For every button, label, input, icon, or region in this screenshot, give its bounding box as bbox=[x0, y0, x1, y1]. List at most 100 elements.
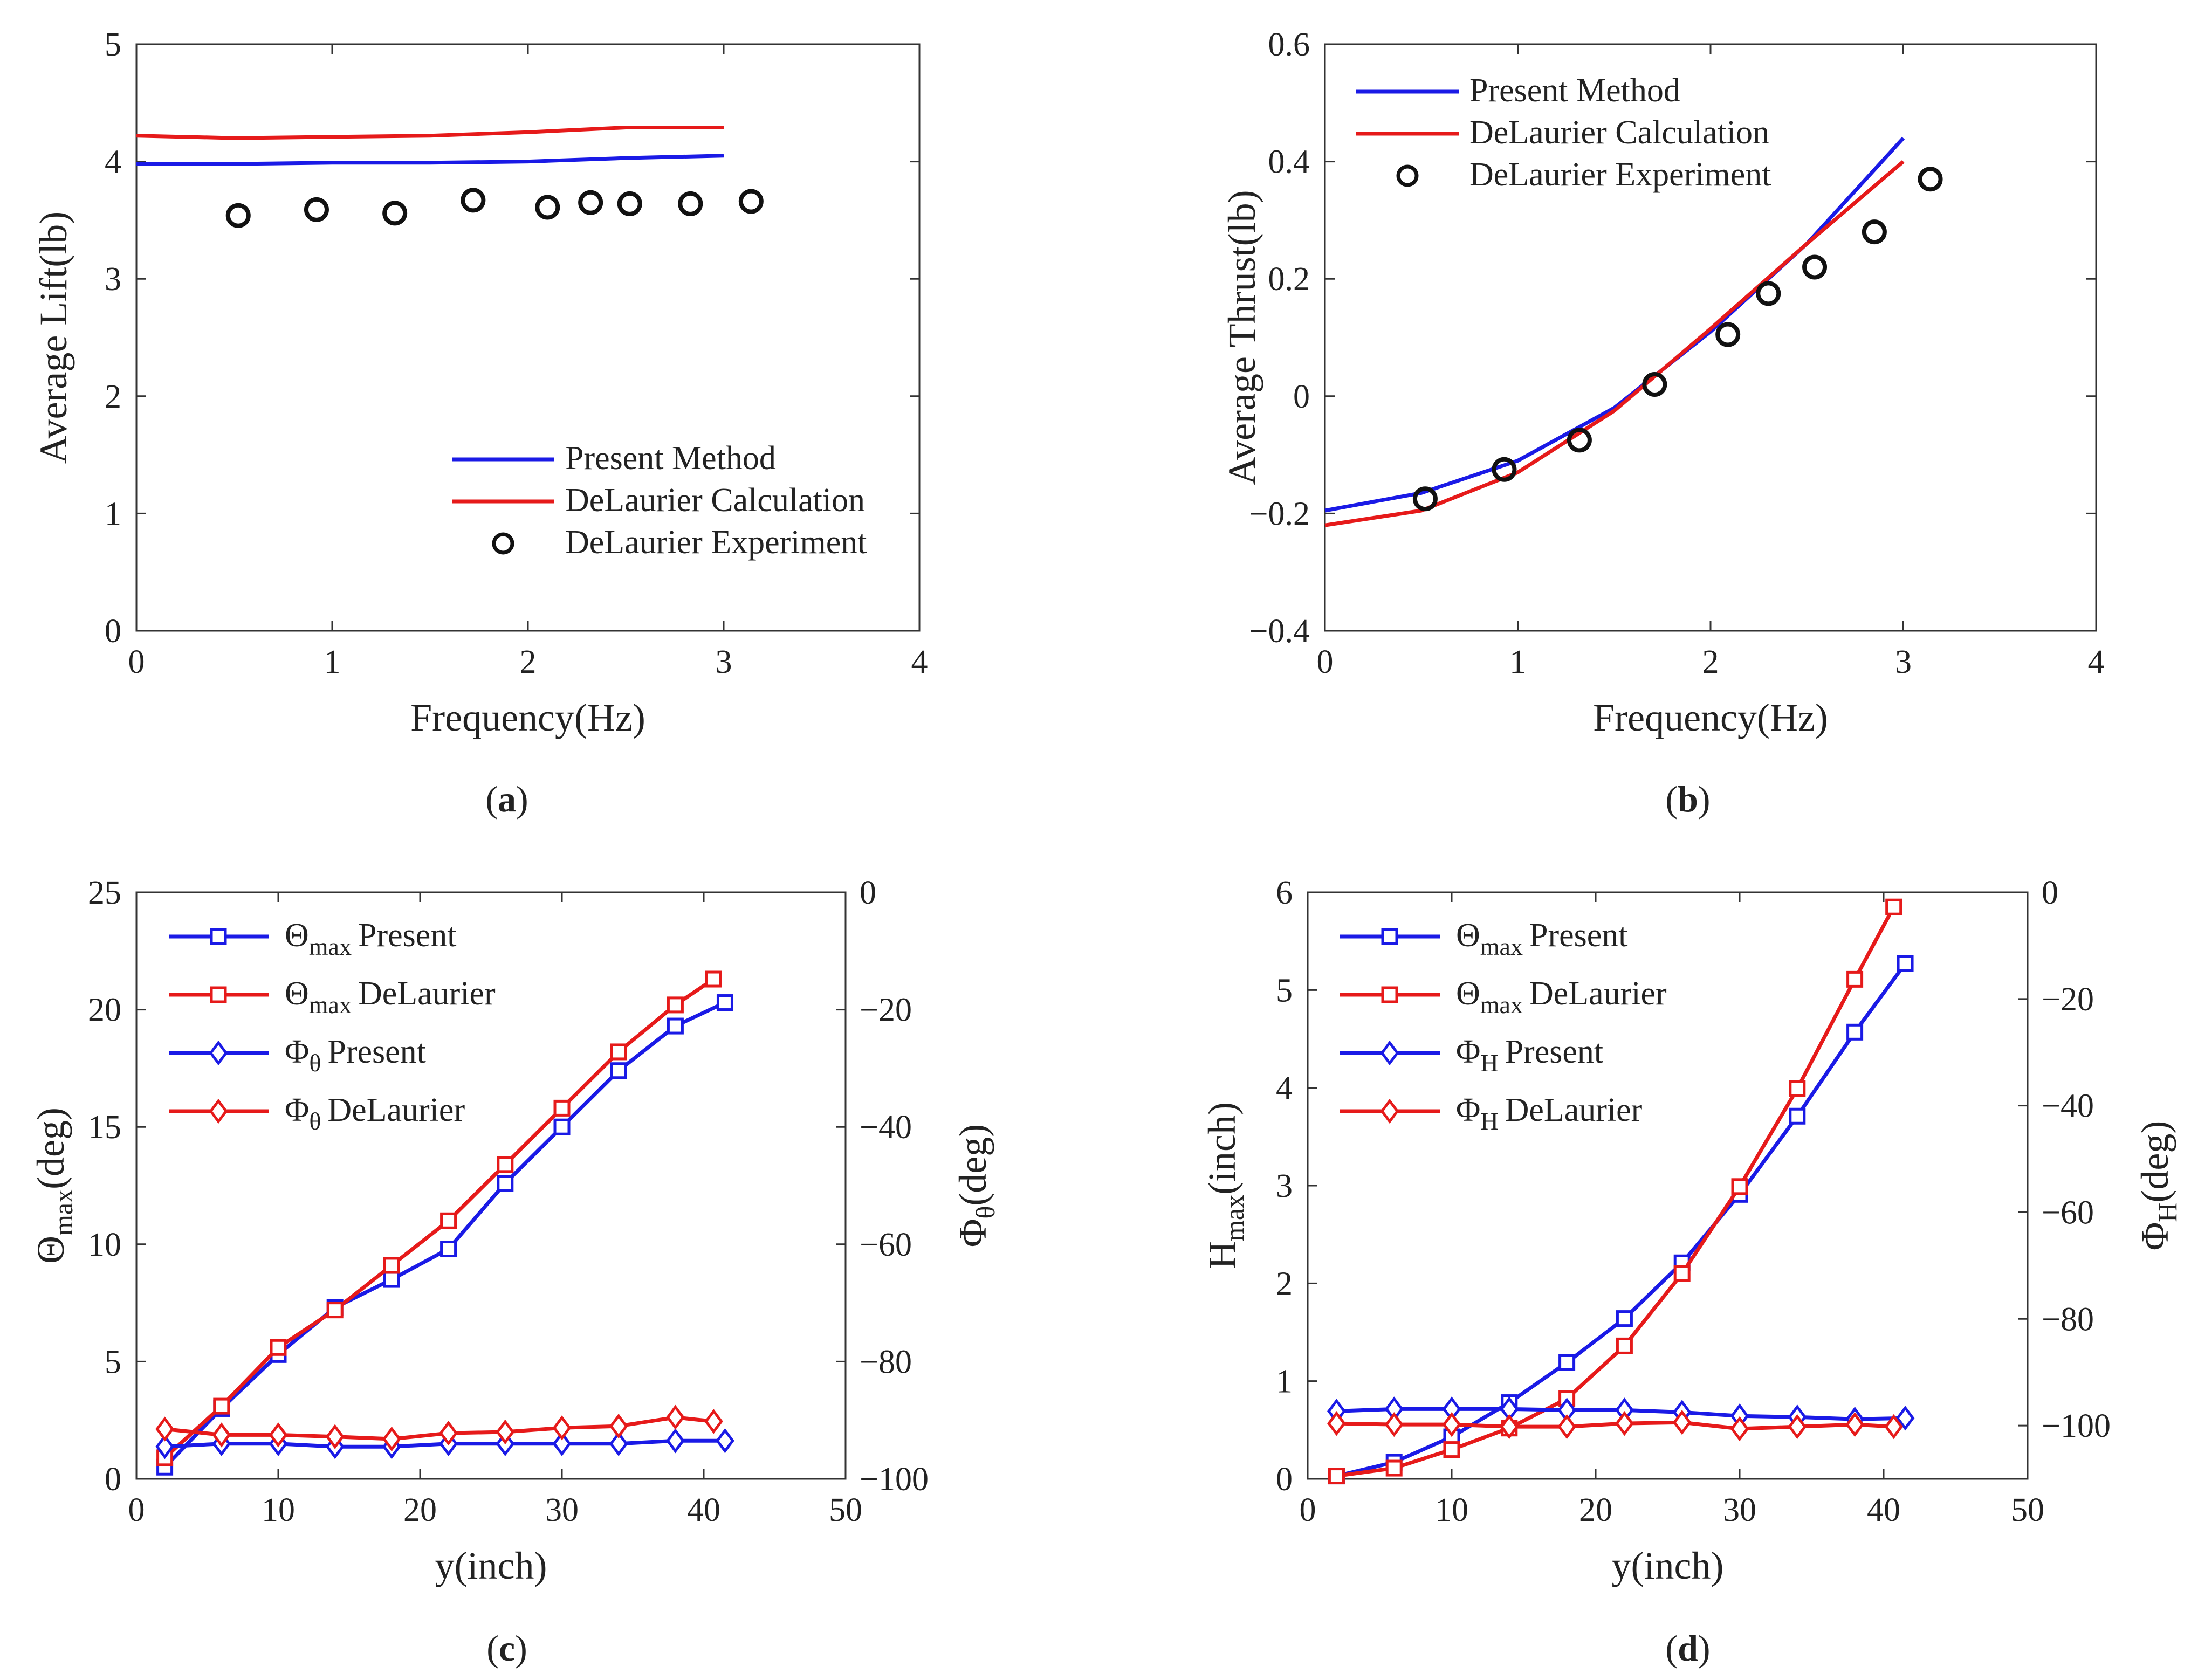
x-tick-label: 40 bbox=[1867, 1492, 1900, 1528]
data-point-square bbox=[1885, 898, 1902, 915]
x-tick-label: 10 bbox=[262, 1492, 295, 1528]
y-axis-label-right-rest: (deg) bbox=[951, 1124, 994, 1206]
y-tick-label: −0.2 bbox=[1249, 495, 1310, 532]
legend-label: DeLaurier Calculation bbox=[1469, 114, 1769, 151]
legend-sub: θ bbox=[309, 1049, 321, 1077]
y-axis-label: Average Lift(lb) bbox=[32, 211, 75, 464]
data-point-square bbox=[1443, 1441, 1460, 1458]
data-point-diamond bbox=[552, 1431, 572, 1456]
legend-sub: max bbox=[309, 991, 352, 1018]
figure-caption: (d) bbox=[1665, 1628, 1710, 1669]
y-tick-label: 20 bbox=[88, 992, 121, 1029]
legend-label: Φθ DeLaurier bbox=[285, 1092, 465, 1135]
caption-paren-open: ( bbox=[1665, 779, 1678, 820]
y-right-tick-label: 0 bbox=[2042, 875, 2058, 911]
data-point-square bbox=[1789, 1080, 1806, 1097]
data-point-diamond bbox=[609, 1413, 628, 1439]
caption-letter: a bbox=[498, 779, 516, 820]
x-tick-label: 1 bbox=[1509, 644, 1526, 680]
data-point-diamond bbox=[1730, 1416, 1749, 1442]
y-tick-label: 0 bbox=[1293, 378, 1310, 415]
data-point bbox=[1492, 457, 1517, 482]
y-tick-label: 1 bbox=[105, 495, 121, 532]
legend-sym: Θ bbox=[285, 975, 309, 1012]
legend-label: Θmax DeLaurier bbox=[285, 975, 496, 1018]
legend-text: Present bbox=[327, 1034, 426, 1070]
data-point-diamond bbox=[1500, 1414, 1519, 1440]
y-axis-label-left-sub: max bbox=[48, 1189, 78, 1236]
series-1 bbox=[136, 126, 724, 140]
legend: Present Method DeLaurier Calculation DeLau… bbox=[452, 440, 867, 561]
series-line bbox=[164, 1415, 714, 1441]
x-tick-label: 40 bbox=[687, 1492, 720, 1528]
y-tick-label: 0 bbox=[105, 613, 121, 650]
y-tick-label: 2 bbox=[1276, 1265, 1293, 1302]
data-point-square bbox=[1385, 1459, 1403, 1477]
y-axis-label-right-main: Φ bbox=[2133, 1222, 2176, 1251]
data-point bbox=[578, 190, 603, 215]
data-point-diamond bbox=[1884, 1414, 1904, 1440]
data-point bbox=[1802, 254, 1828, 280]
y-right-tick-label: −20 bbox=[2042, 981, 2094, 1018]
data-point-square bbox=[383, 1271, 400, 1288]
data-point-diamond bbox=[269, 1422, 288, 1448]
x-tick-label: 0 bbox=[128, 644, 145, 680]
legend-label: Θmax Present bbox=[285, 917, 457, 960]
legend-sub: max bbox=[1480, 933, 1523, 960]
plot-frame bbox=[1307, 891, 2029, 1480]
data-point-diamond bbox=[382, 1426, 401, 1452]
data-point-square bbox=[326, 1302, 344, 1319]
y-right-tick-label: −100 bbox=[2042, 1408, 2111, 1444]
y-right-tick-label: −80 bbox=[860, 1344, 912, 1380]
data-point-diamond bbox=[1384, 1412, 1404, 1437]
caption-paren-close: ) bbox=[1698, 1628, 1711, 1669]
y-tick-label: 5 bbox=[105, 1344, 121, 1380]
data-point-square bbox=[383, 1257, 400, 1274]
y-tick-label: 0 bbox=[1276, 1461, 1293, 1498]
y-axis-label-right: ΦH(deg) bbox=[2133, 1121, 2182, 1251]
y-tick-label: 3 bbox=[105, 261, 121, 298]
x-tick-label: 2 bbox=[520, 644, 537, 680]
series-1 bbox=[1328, 898, 1902, 1485]
y-right-tick-label: −60 bbox=[2042, 1194, 2094, 1231]
data-point-diamond bbox=[325, 1424, 345, 1449]
y-tick-label: 3 bbox=[1276, 1168, 1293, 1204]
data-point-square bbox=[440, 1241, 457, 1258]
caption-paren-open: ( bbox=[485, 779, 498, 820]
series-line bbox=[136, 154, 724, 166]
legend-sub: max bbox=[1480, 991, 1523, 1018]
y-axis-label-left-sub: max bbox=[1219, 1195, 1249, 1241]
caption-paren-close: ) bbox=[516, 779, 528, 820]
legend-marker-square bbox=[210, 986, 227, 1003]
data-point bbox=[1642, 372, 1667, 397]
y-right-tick-label: −80 bbox=[2042, 1301, 2094, 1338]
legend-label: Θmax DeLaurier bbox=[1456, 975, 1667, 1018]
data-point-diamond bbox=[1327, 1410, 1346, 1436]
data-point bbox=[535, 195, 560, 220]
data-point bbox=[738, 189, 764, 214]
series-3 bbox=[1327, 1409, 1904, 1442]
y-axis-label-left: Θmax(deg) bbox=[29, 1107, 78, 1264]
data-point-square bbox=[553, 1099, 571, 1117]
y-tick-label: 4 bbox=[105, 144, 121, 181]
legend-marker-diamond bbox=[209, 1040, 228, 1066]
caption-letter: d bbox=[1678, 1628, 1698, 1669]
series-1 bbox=[156, 970, 722, 1466]
data-point-diamond bbox=[155, 1434, 174, 1459]
data-point-square bbox=[1328, 1468, 1345, 1485]
y-tick-label: 10 bbox=[88, 1227, 121, 1263]
y-right-tick-label: 0 bbox=[860, 875, 876, 911]
data-point-diamond bbox=[1615, 1410, 1634, 1436]
legend-text: DeLaurier bbox=[1505, 1092, 1643, 1128]
series-1 bbox=[1324, 160, 1905, 527]
legend-label: DeLaurier Experiment bbox=[565, 524, 867, 561]
y-tick-label: 0 bbox=[105, 1461, 121, 1498]
x-tick-label: 4 bbox=[911, 644, 928, 680]
x-axis-label: Frequency(Hz) bbox=[1593, 696, 1828, 739]
y-right-tick-label: −40 bbox=[2042, 1088, 2094, 1125]
legend-sym: Θ bbox=[1456, 917, 1480, 954]
legend-marker-square bbox=[1381, 928, 1398, 945]
series-line bbox=[1324, 160, 1905, 527]
